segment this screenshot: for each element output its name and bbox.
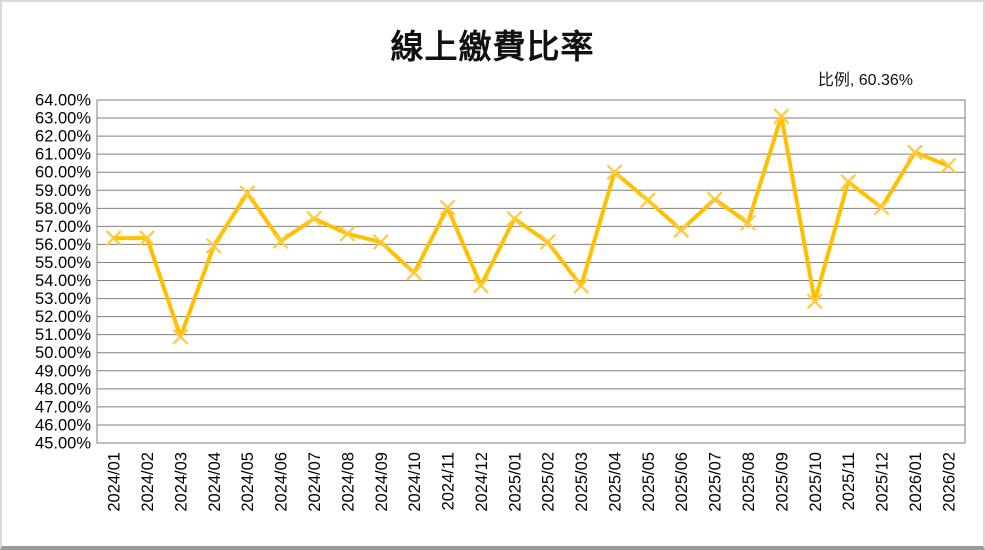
data-point-marker [673, 222, 689, 238]
y-axis-tick-label: 62.00% [35, 128, 91, 146]
x-axis-label: 2024/10 [406, 452, 424, 512]
y-axis-tick-label: 60.00% [35, 164, 91, 182]
data-point-marker [139, 230, 155, 246]
y-axis-tick-label: 57.00% [35, 218, 91, 236]
data-point-marker [339, 226, 356, 242]
y-axis-tick-label: 47.00% [35, 398, 91, 416]
data-point-marker [807, 293, 823, 309]
data-series-line [111, 114, 951, 339]
y-axis-tick-label: 51.00% [35, 326, 91, 344]
y-axis-tick-label: 61.00% [35, 146, 91, 164]
y-axis-tick-label: 58.00% [35, 200, 91, 218]
data-point-marker [840, 174, 856, 190]
y-axis-tick-label: 64.00% [35, 92, 91, 110]
x-axis-label: 2025/01 [506, 452, 524, 512]
x-axis-label: 2024/11 [440, 452, 458, 510]
data-point-marker [272, 233, 289, 249]
y-axis-tick-label: 45.00% [35, 435, 91, 453]
data-point-marker [506, 210, 523, 227]
data-point-marker [873, 199, 890, 216]
last-point-data-label: 比例, 60.36% [817, 72, 913, 89]
x-axis-label: 2025/10 [807, 452, 825, 512]
data-point-marker [406, 265, 422, 281]
chart-title: 線上繳費比率 [390, 28, 595, 65]
y-axis-tick-label: 54.00% [35, 272, 91, 290]
data-point-marker [539, 234, 556, 250]
x-axis-label: 2024/08 [339, 452, 357, 512]
x-axis-label: 2024/04 [206, 452, 224, 512]
y-axis-tick-label: 49.00% [35, 362, 91, 380]
x-axis-label: 2025/03 [573, 452, 591, 512]
x-axis-label: 2024/02 [139, 452, 157, 512]
data-point-marker [907, 144, 923, 161]
x-axis-label: 2024/05 [239, 452, 257, 512]
x-axis-label: 2025/04 [606, 452, 624, 512]
y-axis-tick-label: 52.00% [35, 308, 91, 326]
y-axis-tick-label: 59.00% [35, 182, 91, 200]
data-point-marker [206, 238, 222, 254]
data-point-marker [306, 210, 322, 227]
data-point-marker [172, 328, 189, 345]
x-axis-label: 2026/02 [940, 452, 958, 512]
x-axis-label: 2025/12 [874, 452, 892, 512]
data-point-marker [940, 158, 957, 174]
plot-area-border [96, 99, 966, 444]
data-point-marker [473, 277, 489, 294]
x-axis-label: 2024/03 [172, 452, 190, 512]
x-axis-label: 2024/06 [273, 452, 291, 512]
x-axis-label: 2024/01 [106, 452, 124, 512]
data-point-marker [239, 185, 255, 201]
y-axis-tick-label: 56.00% [35, 236, 91, 254]
x-axis-label: 2025/08 [740, 452, 758, 512]
y-axis-tick-label: 46.00% [35, 416, 91, 434]
data-point-marker [640, 192, 656, 208]
data-point-marker [740, 215, 756, 231]
x-axis-label: 2025/05 [640, 452, 658, 512]
y-axis-tick-label: 48.00% [35, 380, 91, 398]
x-axis-label: 2025/11 [840, 452, 858, 510]
data-point-marker [606, 164, 623, 180]
x-axis-label: 2025/09 [773, 452, 791, 512]
x-axis-label: 2025/06 [673, 452, 691, 512]
data-point-marker [706, 191, 723, 207]
data-point-marker [573, 278, 589, 294]
data-point-marker [439, 199, 456, 216]
y-axis-tick-label: 55.00% [35, 254, 91, 272]
data-point-marker [373, 234, 389, 250]
x-axis-label: 2025/07 [707, 452, 725, 512]
data-point-marker [773, 108, 790, 124]
x-axis-label: 2024/09 [373, 452, 391, 512]
x-axis-label: 2024/07 [306, 452, 324, 512]
x-axis-label: 2026/01 [907, 452, 925, 512]
x-axis-label: 2025/02 [540, 452, 558, 512]
y-axis-tick-label: 50.00% [35, 344, 91, 362]
y-axis-tick-label: 53.00% [35, 290, 91, 308]
y-axis-tick-label: 63.00% [35, 110, 91, 128]
data-point-marker [105, 230, 122, 246]
x-axis-label: 2024/12 [473, 452, 491, 512]
